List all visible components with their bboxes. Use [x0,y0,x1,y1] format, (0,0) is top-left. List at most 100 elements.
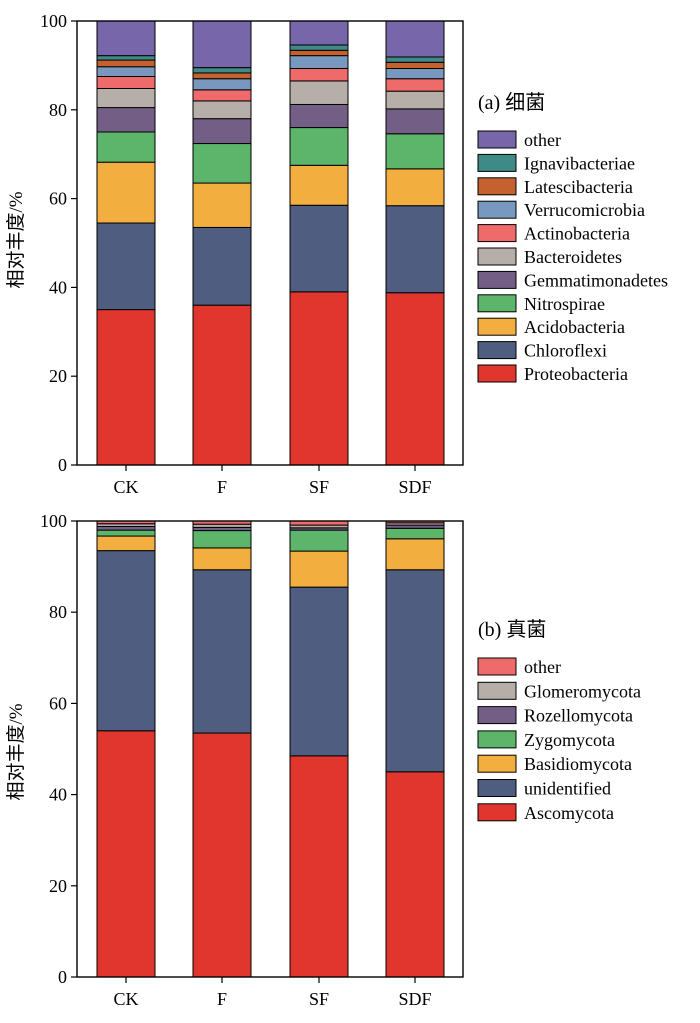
y-tick-label: 80 [49,602,67,622]
panel-label: (a) 细菌 [478,91,545,114]
legend-label: Ignavibacteriae [524,153,635,173]
bar-segment-f-ignavibacteriae [192,67,252,74]
legend-label: Chloroflexi [524,341,607,361]
x-tick-label: CK [113,477,138,497]
bar-segment-f-bacteroidetes [192,100,252,120]
y-tick-label: 40 [49,785,67,805]
bar-segment-f-acidobacteria [192,182,252,228]
plot-frame [76,520,464,978]
bar-segment-f-basidiomycota [192,547,252,571]
panel-label: (b) 真菌 [478,618,546,641]
legend-label: Acidobacteria [524,317,625,337]
x-tick-label: SDF [398,989,431,1009]
legend-swatch [477,224,517,243]
bar-segment-f-zygomycota [192,530,252,549]
bar-segment-sdf-proteobacteria [385,292,445,466]
legend-swatch [477,130,517,149]
bar-segment-f-unidentified [192,569,252,734]
plot-frame [76,20,464,466]
bar-segment-ck-bacteroidetes [96,87,156,109]
bar-segment-sdf-zygomycota [385,527,445,540]
bar-segment-f-nitrospirae [192,143,252,184]
bacteria-panel: CK F SF SDF 0 20 40 60 80 100 相对丰度/% (a) 细菌 other Ign… [5,11,668,497]
bar-segment-ck-actinobacteria [96,76,156,89]
legend-label: Zygomycota [524,730,615,750]
bar-segment-ck-gemmatimonadetes [96,107,156,133]
legend-swatch [477,730,517,749]
bar-segment-ck-chloroflexi [96,222,156,311]
y-axis-label: 相对丰度/% [5,703,27,800]
legend-swatch [477,706,517,725]
legend-swatch [477,153,517,172]
bar-segment-sdf-gemmatimonadetes [385,108,445,135]
x-tick-label: F [217,477,227,497]
bar-segment-sdf-ascomycota [385,771,445,978]
legend-label: Verrucomicrobia [524,200,645,220]
y-tick-label: 20 [49,366,67,386]
legend-label: Ascomycota [524,803,614,823]
legend-swatch [477,270,517,289]
bar-segment-sf-acidobacteria [289,164,349,206]
y-tick-label: 0 [58,967,67,987]
bar-segment-sf-unidentified [289,586,349,757]
bar-segment-f-chloroflexi [192,226,252,306]
legend-label: Proteobacteria [524,364,628,384]
bar-segment-sdf-ignavibacteriae [385,56,445,63]
legend-label: Gemmatimonadetes [524,270,668,290]
y-tick-label: 20 [49,876,67,896]
legend-swatch [477,200,517,219]
x-tick-label: SF [309,477,329,497]
bar-segment-sf-basidiomycota [289,550,349,588]
bar-segment-sf-ignavibacteriae [289,44,349,51]
bar-segment-sdf-chloroflexi [385,205,445,294]
legend-swatch [477,754,517,773]
x-tick-label: F [217,989,227,1009]
bar-segment-ck-proteobacteria [96,309,156,466]
bar-segment-sf-gemmatimonadetes [289,103,349,129]
legend-swatch [477,364,517,383]
bar-segment-sf-other [289,20,349,46]
bar-segment-ck-latescibacteria [96,59,156,68]
fungi-panel: CK F SF SDF 0 20 40 60 80 100 相对丰度/% (b) 真菌 other Glo… [5,511,641,1009]
legend-swatch [477,681,517,700]
legend-label: Latescibacteria [524,177,633,197]
bar-segment-f-proteobacteria [192,304,252,466]
legend-swatch [477,657,517,676]
bar-segment-sf-latescibacteria [289,49,349,57]
bar-segment-ck-basidiomycota [96,535,156,552]
bar-segment-sdf-unidentified [385,569,445,773]
legend-swatch [477,294,517,313]
legend-swatch [477,317,517,336]
bar-segment-ck-rozellomycota [96,525,156,531]
legend-label: Bacteroidetes [524,247,622,267]
bar-segment-ck-acidobacteria [96,161,156,224]
legend-swatch [477,177,517,196]
bar-segment-sf-verrucomicrobia [289,55,349,70]
legend-swatch [477,803,517,822]
bar-segment-ck-ignavibacteriae [96,55,156,61]
bar-segment-sdf-basidiomycota [385,538,445,571]
legend-label: Actinobacteria [524,224,630,244]
bar-segment-sf-proteobacteria [289,291,349,466]
legend-label: Glomeromycota [524,681,641,701]
bar-segment-sdf-bacteroidetes [385,90,445,110]
x-tick-label: SF [309,989,329,1009]
y-tick-label: 100 [40,511,67,531]
bar-segment-sdf-actinobacteria [385,78,445,92]
bar-segment-sdf-verrucomicrobia [385,68,445,80]
y-tick-label: 100 [40,11,67,31]
bar-segment-sf-ascomycota [289,755,349,978]
bar-segment-ck-zygomycota [96,529,156,537]
bar-segment-sdf-latescibacteria [385,61,445,70]
bar-segment-f-verrucomicrobia [192,78,252,91]
y-tick-label: 60 [49,693,67,713]
y-tick-label: 0 [58,455,67,475]
bar-segment-f-actinobacteria [192,89,252,102]
y-tick-label: 60 [49,189,67,209]
bar-segment-sdf-nitrospirae [385,133,445,170]
bar-segment-ck-other [96,20,156,57]
y-axis-label: 相对丰度/% [5,191,27,288]
bar-segment-f-other [192,20,252,69]
legend-label: other [524,657,561,677]
